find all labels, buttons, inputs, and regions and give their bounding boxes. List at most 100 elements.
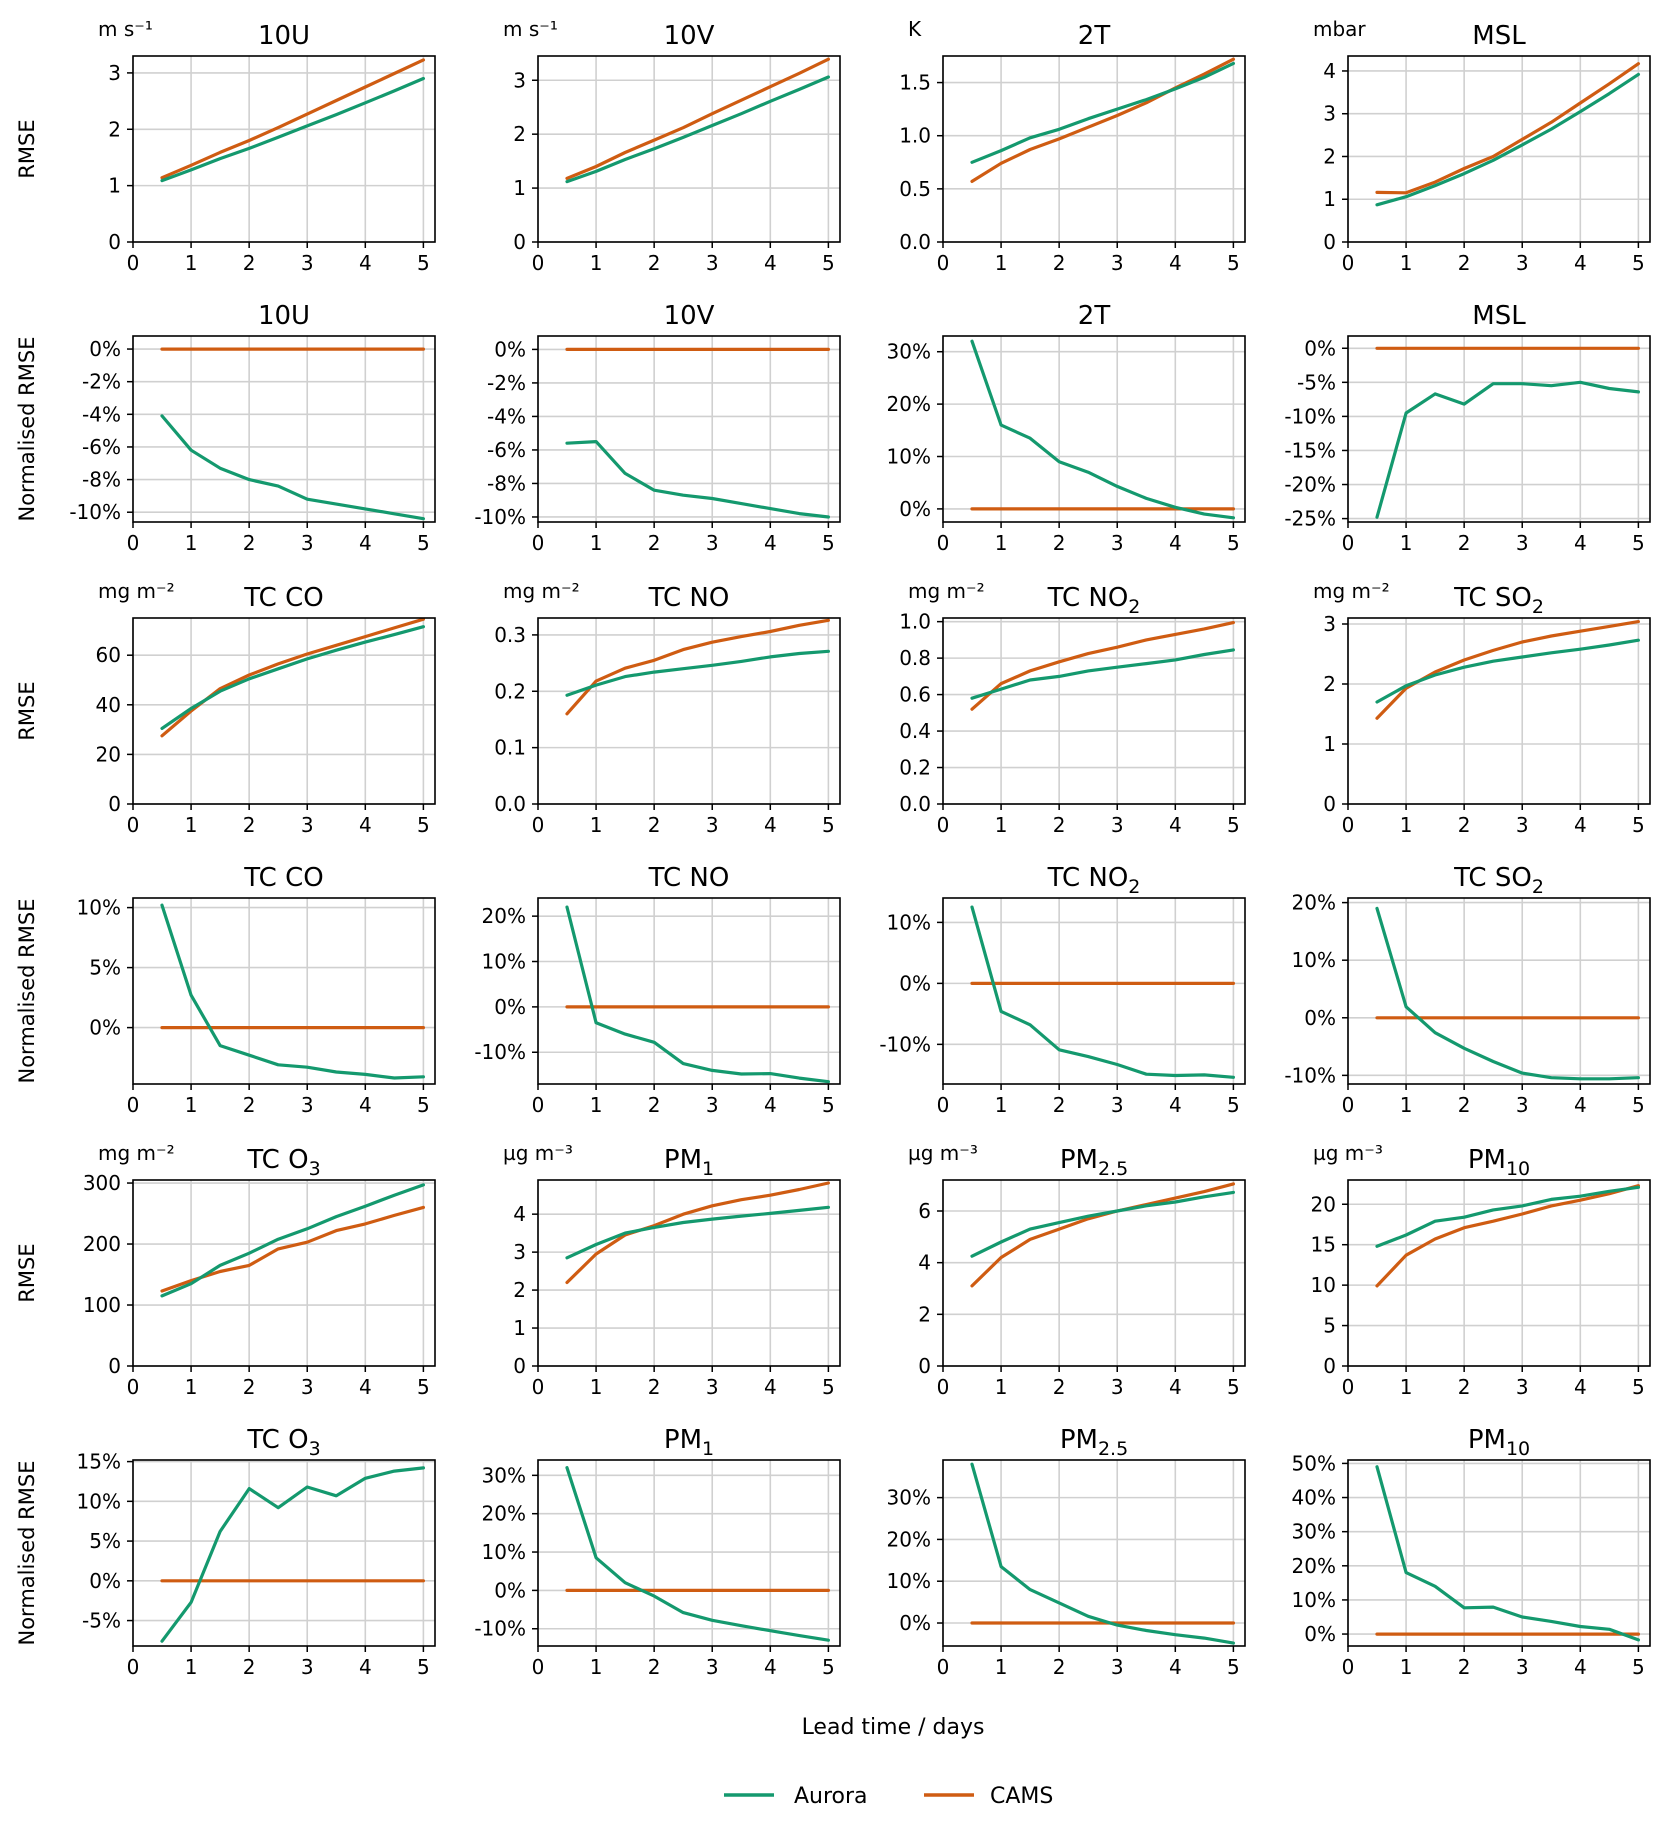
x-tick-label: 3 bbox=[706, 531, 719, 555]
plot-frame bbox=[1347, 617, 1651, 805]
x-tick-label: 1 bbox=[995, 1655, 1008, 1679]
x-tick-label: 4 bbox=[1169, 1375, 1182, 1399]
x-tick-label: 4 bbox=[359, 813, 372, 837]
panel-tc-co-norm: 0 1 2 3 4 5 0% 5% 10% TC CO Normalised RMSE bbox=[15, 863, 436, 1117]
panel-title: 10U bbox=[258, 21, 310, 51]
x-tick-label: 4 bbox=[764, 1375, 777, 1399]
plot-frame bbox=[537, 1179, 841, 1367]
y-tick-label: -4% bbox=[487, 404, 526, 428]
x-tick-label: 5 bbox=[1227, 251, 1240, 275]
panel-title: TC O3 bbox=[246, 1425, 320, 1460]
y-tick-label: 1.5 bbox=[899, 71, 931, 95]
y-tick-label: -10% bbox=[474, 1040, 526, 1064]
x-tick-label: 0 bbox=[937, 813, 950, 837]
y-tick-label: -10% bbox=[879, 1032, 931, 1056]
series-line-aurora bbox=[970, 339, 1236, 520]
x-tick-label: 5 bbox=[417, 1093, 430, 1117]
panel-2t-norm: 0 1 2 3 4 5 0% 10% 20% 30% 2T bbox=[887, 301, 1246, 555]
y-tick-label: 30% bbox=[482, 1463, 526, 1487]
y-tick-label: 20% bbox=[887, 392, 931, 416]
x-tick-label: 0 bbox=[1342, 531, 1355, 555]
x-tick-label: 4 bbox=[764, 251, 777, 275]
panel-tc-no-2-norm: 0 1 2 3 4 5 10% 0% -10% TC NO2 bbox=[879, 863, 1246, 1117]
x-tick-label: 3 bbox=[301, 1375, 314, 1399]
series-line-aurora bbox=[160, 1466, 425, 1643]
series-line-cams bbox=[160, 58, 425, 180]
x-tick-label: 4 bbox=[1574, 251, 1587, 275]
y-tick-label: -10% bbox=[1284, 1063, 1336, 1087]
panel-title: PM2.5 bbox=[1060, 1425, 1128, 1460]
x-tick-label: 4 bbox=[764, 531, 777, 555]
x-tick-label: 4 bbox=[359, 531, 372, 555]
y-tick-label: 15% bbox=[77, 1450, 121, 1474]
x-tick-label: 0 bbox=[532, 1093, 545, 1117]
panel-title: TC SO2 bbox=[1453, 863, 1544, 898]
x-tick-label: 5 bbox=[822, 1655, 835, 1679]
y-tick-label: 10 bbox=[1311, 1273, 1336, 1297]
y-tick-label: 3 bbox=[513, 1240, 526, 1264]
x-tick-label: 2 bbox=[243, 1655, 256, 1679]
plot-frame bbox=[942, 897, 1246, 1085]
x-tick-label: 4 bbox=[1574, 531, 1587, 555]
x-tick-label: 5 bbox=[822, 531, 835, 555]
y-tick-label: 0% bbox=[1304, 1006, 1336, 1030]
series-line-aurora bbox=[565, 440, 831, 519]
series-line-aurora bbox=[970, 1190, 1236, 1258]
x-tick-label: 1 bbox=[995, 1093, 1008, 1117]
x-tick-label: 3 bbox=[1516, 251, 1529, 275]
unit-label: K bbox=[908, 17, 922, 41]
y-tick-label: 0% bbox=[89, 1016, 121, 1040]
x-tick-label: 2 bbox=[1458, 1093, 1471, 1117]
x-tick-label: 1 bbox=[1400, 813, 1413, 837]
x-tick-label: 4 bbox=[764, 813, 777, 837]
plot-frame bbox=[1347, 55, 1651, 243]
x-tick-label: 1 bbox=[185, 1655, 198, 1679]
y-tick-label: 1.0 bbox=[899, 610, 931, 634]
series-line-cams bbox=[565, 1181, 831, 1285]
y-tick-label: 10% bbox=[887, 910, 931, 934]
x-tick-label: 3 bbox=[1111, 531, 1124, 555]
y-tick-label: -5% bbox=[1297, 370, 1336, 394]
x-tick-label: 2 bbox=[1458, 1375, 1471, 1399]
x-tick-label: 1 bbox=[1400, 1375, 1413, 1399]
series-line-aurora bbox=[160, 76, 425, 183]
x-tick-label: 1 bbox=[590, 1375, 603, 1399]
x-tick-label: 0 bbox=[127, 1655, 140, 1679]
x-tick-label: 2 bbox=[648, 1093, 661, 1117]
y-tick-label: -20% bbox=[1284, 473, 1336, 497]
x-tick-label: 2 bbox=[243, 1375, 256, 1399]
y-tick-label: 1.0 bbox=[899, 124, 931, 148]
x-tick-label: 5 bbox=[417, 251, 430, 275]
x-tick-label: 2 bbox=[1053, 251, 1066, 275]
y-tick-label: 20% bbox=[1292, 1554, 1336, 1578]
series-line-aurora bbox=[970, 1462, 1236, 1645]
x-tick-label: 1 bbox=[1400, 531, 1413, 555]
panel-10u-rmse: 0 1 2 3 4 5 0 1 2 3 10U m s⁻¹ RMSE bbox=[15, 17, 436, 275]
x-tick-label: 1 bbox=[185, 1093, 198, 1117]
series-line-aurora bbox=[565, 1466, 831, 1642]
x-tick-label: 4 bbox=[1169, 1093, 1182, 1117]
x-tick-label: 1 bbox=[590, 813, 603, 837]
x-tick-label: 2 bbox=[1053, 1375, 1066, 1399]
y-tick-label: 60 bbox=[96, 643, 121, 667]
x-tick-label: 4 bbox=[1574, 813, 1587, 837]
panel-title: MSL bbox=[1472, 301, 1526, 331]
panel-pm-1-rmse: 0 1 2 3 4 5 0 1 2 3 4 PM1 µg m⁻³ bbox=[503, 1141, 841, 1399]
series-line-cams bbox=[565, 57, 831, 180]
x-tick-label: 2 bbox=[1458, 251, 1471, 275]
x-tick-label: 4 bbox=[1574, 1093, 1587, 1117]
y-tick-label: 15 bbox=[1311, 1233, 1336, 1257]
panel-tc-co-rmse: 0 1 2 3 4 5 0 20 40 60 TC CO mg m⁻² RMSE bbox=[15, 579, 436, 837]
x-tick-label: 1 bbox=[185, 1375, 198, 1399]
y-tick-label: 0% bbox=[899, 1611, 931, 1635]
plot-frame bbox=[942, 55, 1246, 243]
unit-label: µg m⁻³ bbox=[503, 1141, 573, 1165]
x-tick-label: 4 bbox=[1169, 813, 1182, 837]
y-tick-label: 20 bbox=[1311, 1192, 1336, 1216]
x-tick-label: 1 bbox=[590, 251, 603, 275]
panel-tc-no-norm: 0 1 2 3 4 5 20% 10% 0% -10% TC NO bbox=[474, 863, 841, 1117]
panel-title: MSL bbox=[1472, 21, 1526, 51]
y-tick-label: 6 bbox=[918, 1199, 931, 1223]
panel-tc-no-rmse: 0 1 2 3 4 5 0.0 0.1 0.2 0.3 TC NO mg m⁻² bbox=[494, 579, 841, 837]
y-tick-label: 40% bbox=[1292, 1486, 1336, 1510]
